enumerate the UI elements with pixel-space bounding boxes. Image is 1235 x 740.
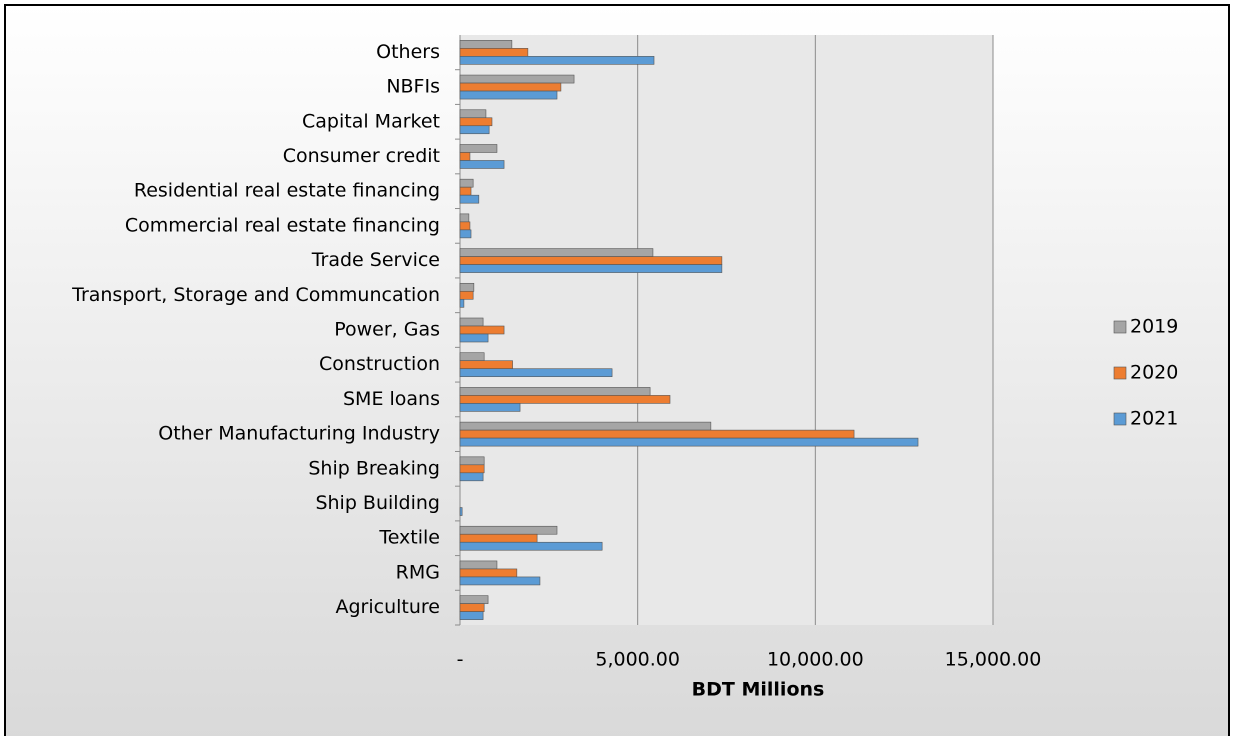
bar	[459, 40, 513, 49]
bar	[459, 541, 603, 551]
x-tick-label: -	[457, 649, 464, 671]
bar	[459, 186, 472, 196]
y-tick-label: Capital Market	[302, 110, 440, 132]
bar	[459, 456, 485, 466]
bar	[459, 560, 498, 570]
bar	[459, 264, 723, 273]
bar	[459, 290, 474, 300]
bar	[459, 568, 518, 578]
y-tick-label: Others	[376, 41, 440, 63]
y-tick-label: Power, Gas	[334, 319, 440, 341]
y-tick-label: Agriculture	[336, 596, 441, 618]
bar	[459, 368, 613, 378]
bar	[459, 144, 498, 153]
bar	[459, 82, 562, 92]
legend-swatch	[1113, 320, 1127, 334]
bar	[459, 56, 655, 65]
y-tick-label: Ship Building	[315, 492, 440, 514]
x-tick-label: 10,000.00	[767, 649, 864, 671]
bar	[459, 229, 472, 239]
bar	[459, 603, 485, 612]
legend-swatch	[1113, 366, 1127, 380]
bar	[459, 395, 671, 404]
y-tick-label: Transport, Storage and Communcation	[71, 284, 440, 306]
bar	[459, 333, 489, 343]
bar	[459, 595, 489, 604]
bar	[459, 213, 470, 223]
bar	[459, 160, 505, 169]
x-axis-label: BDT Millions	[692, 679, 825, 701]
bar	[459, 576, 541, 586]
legend-label: 2021	[1130, 408, 1178, 430]
y-tick-label: Textile	[378, 527, 440, 549]
bar	[459, 248, 654, 257]
bar	[459, 125, 490, 135]
plot-area	[460, 35, 993, 625]
bar	[459, 533, 538, 543]
legend-label: 2019	[1130, 316, 1178, 338]
bar	[459, 48, 529, 57]
y-tick-label: Consumer credit	[283, 145, 440, 167]
bar	[459, 256, 723, 265]
bar	[459, 109, 487, 119]
bar	[459, 325, 505, 335]
x-tick-label: 5,000.00	[595, 649, 680, 671]
bar	[459, 352, 485, 362]
bar	[459, 194, 480, 204]
bar	[459, 117, 493, 127]
bar	[459, 178, 474, 188]
y-tick-label: RMG	[396, 561, 440, 583]
y-tick-label: Ship Breaking	[308, 457, 440, 479]
y-tick-label: Commercial real estate financing	[125, 214, 440, 236]
bar	[459, 421, 712, 431]
x-tick-label: 15,000.00	[945, 649, 1042, 671]
y-tick-label: SME loans	[343, 388, 440, 410]
bar	[459, 317, 484, 327]
bar	[459, 429, 855, 439]
y-tick-label: Construction	[319, 353, 440, 375]
y-tick-label: Other Manufacturing Industry	[158, 423, 440, 445]
bar	[459, 152, 471, 161]
y-tick-label: Residential real estate financing	[134, 180, 440, 202]
bar	[459, 360, 513, 370]
bar	[459, 298, 465, 308]
bar	[459, 90, 558, 100]
legend-swatch	[1113, 412, 1127, 426]
bar	[459, 472, 484, 482]
bar	[459, 282, 475, 292]
y-tick-label: NBFIs	[386, 76, 440, 98]
bar	[459, 403, 521, 412]
bar	[459, 74, 575, 84]
bar	[459, 221, 471, 231]
y-tick-label: Trade Service	[311, 249, 440, 271]
bar	[459, 525, 558, 535]
legend-label: 2020	[1130, 362, 1178, 384]
bar	[459, 611, 484, 620]
bar	[459, 464, 485, 474]
bar	[459, 437, 919, 447]
bar	[459, 507, 463, 516]
bar	[459, 387, 651, 396]
